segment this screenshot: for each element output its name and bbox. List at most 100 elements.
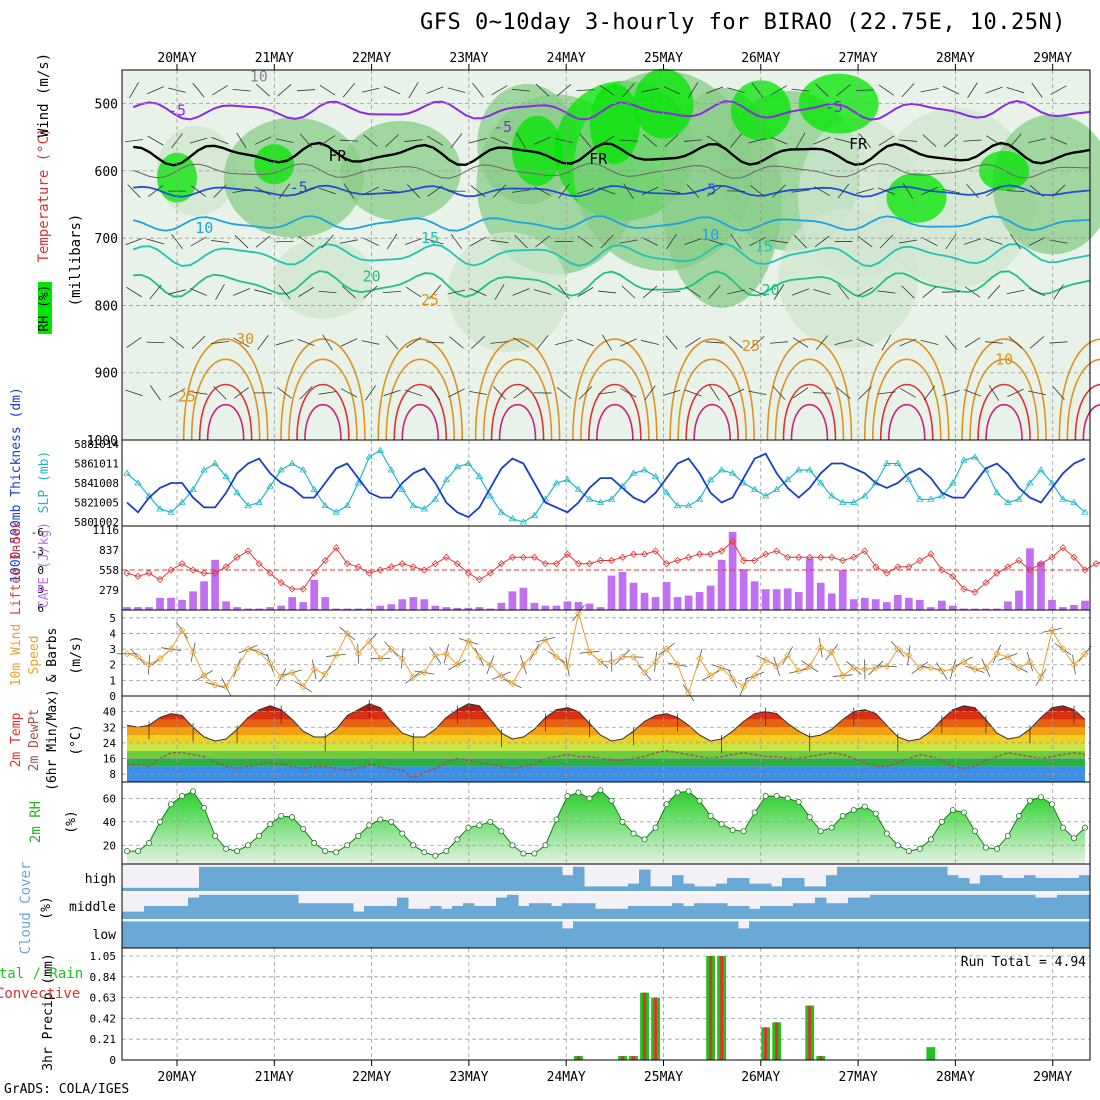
wind-barb	[622, 83, 635, 98]
wind-barb	[404, 139, 423, 142]
cloud-cell-low	[969, 921, 981, 948]
wind-marker	[762, 656, 770, 664]
cloud-cell-high	[749, 883, 761, 892]
cloud-cell-middle	[925, 894, 937, 920]
lifted-marker	[310, 569, 318, 577]
cloud-cell-high	[397, 866, 409, 892]
wind-barb	[1049, 341, 1068, 344]
rh-marker	[817, 828, 824, 835]
cloud-cell-low	[936, 921, 948, 948]
cloud-cell-low	[177, 921, 189, 948]
wind-barb	[1010, 233, 1021, 250]
temp-contour-10	[132, 215, 1091, 232]
wind-barb	[321, 234, 334, 249]
lifted-marker	[707, 550, 715, 558]
wind-marker	[839, 672, 847, 680]
slp-marker	[861, 492, 869, 499]
temp-band	[127, 727, 1085, 736]
wind-barb	[125, 237, 143, 246]
lifted-marker	[222, 563, 230, 571]
y-tick-label-rh: 20	[103, 839, 116, 852]
cloud-cell-low	[386, 921, 398, 948]
cloud-cell-low	[881, 921, 893, 948]
cloud-cell-middle	[958, 894, 970, 920]
cape-bar	[442, 607, 451, 610]
rh-marker	[377, 816, 384, 823]
cloud-cell-low	[661, 921, 673, 948]
wind-barb	[278, 284, 291, 300]
cloud-cell-middle	[1068, 894, 1080, 920]
cloud-cell-low	[243, 921, 255, 948]
wind-marker	[718, 664, 726, 672]
lifted-marker	[211, 569, 219, 577]
contour-label: 20	[761, 281, 779, 299]
wind-barb	[516, 132, 526, 149]
cloud-cell-high	[122, 887, 134, 892]
cloud-cell-low	[848, 921, 860, 948]
contour-label: 25	[421, 291, 439, 309]
y-tick-label-precip: 1.05	[90, 950, 117, 963]
y-axis-unit-cloud: (%)	[39, 896, 54, 919]
x-date-label-bottom: 21MAY	[255, 1070, 294, 1085]
wind-barb	[619, 239, 638, 244]
rh-marker	[289, 814, 296, 821]
cape-bar	[145, 607, 153, 610]
slp-marker	[971, 453, 979, 460]
wind-barb	[598, 391, 616, 395]
wind-barb	[512, 189, 530, 193]
cloud-cell-high	[144, 887, 156, 892]
rh-shading	[272, 238, 373, 319]
wind-barb	[770, 136, 788, 145]
contour-label: -5	[698, 181, 716, 199]
cloud-cell-high	[837, 866, 849, 892]
wind-barb	[536, 335, 549, 350]
slp-marker	[1059, 495, 1067, 502]
wind-barb	[408, 82, 419, 99]
cape-bar	[926, 607, 935, 610]
contour-label: -5	[290, 179, 308, 197]
wind-barb	[814, 235, 830, 248]
wind-barb	[813, 136, 831, 145]
y-tick-label-pressure: 1000	[87, 434, 118, 449]
lifted-marker	[861, 547, 869, 555]
slp-marker	[420, 505, 429, 512]
cloud-cell-low	[595, 921, 607, 948]
rh-marker	[707, 812, 714, 819]
rh-marker	[245, 842, 252, 849]
wind-marker	[123, 650, 131, 658]
wind-barb	[901, 285, 915, 299]
contour-label: 10	[701, 226, 719, 244]
rh-marker	[146, 839, 153, 846]
wind-marker	[894, 645, 902, 653]
lifted-marker	[795, 553, 803, 561]
cloud-cell-high	[1002, 878, 1014, 892]
slp-marker	[794, 466, 803, 473]
cloud-cell-low	[496, 921, 508, 948]
wind-barb	[750, 185, 765, 198]
cloud-cell-middle	[309, 903, 321, 920]
cloud-cell-high	[309, 866, 321, 892]
slp-marker	[949, 479, 957, 486]
rh-marker	[784, 795, 791, 802]
cloud-cell-low	[452, 921, 464, 948]
series-line-slp	[126, 449, 1086, 523]
wind-marker	[442, 650, 450, 658]
wind-barb	[577, 287, 594, 297]
wind-barb	[857, 287, 873, 297]
temp-dome-contour	[474, 338, 561, 441]
cloud-cell-high	[639, 869, 651, 892]
wind-barb	[706, 135, 723, 146]
contour-label: FR	[589, 150, 608, 168]
cloud-cell-high	[1046, 878, 1058, 892]
cloud-cell-high	[650, 886, 662, 892]
cape-bar	[772, 589, 781, 610]
wind-marker	[773, 662, 781, 670]
contour-label: 10	[995, 350, 1013, 368]
wind-barb	[685, 286, 701, 298]
y-axis-label-lifted: Lifted Index	[9, 521, 24, 615]
cloud-level-label: low	[93, 928, 117, 943]
wind-marker	[585, 648, 594, 656]
lifted-marker	[387, 563, 395, 571]
wind-marker	[651, 658, 660, 666]
rh-marker	[971, 828, 978, 835]
